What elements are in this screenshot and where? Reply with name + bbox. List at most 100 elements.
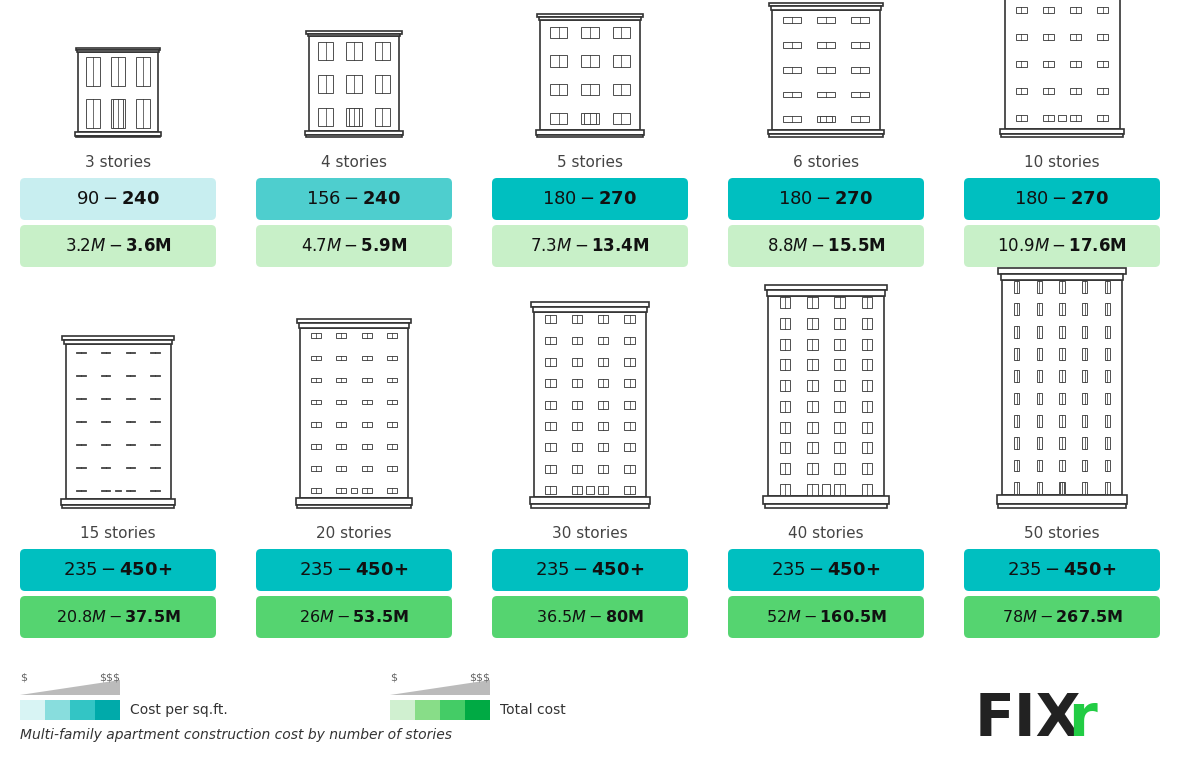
Text: 5 stories: 5 stories (557, 155, 623, 170)
Bar (78, 53, 158, 133)
Bar (806, 401, 817, 412)
Text: 6 stories: 6 stories (793, 155, 859, 170)
Bar (545, 486, 556, 494)
Text: $10.9M - $17.6M: $10.9M - $17.6M (997, 237, 1127, 255)
Bar (817, 116, 835, 123)
Bar (1014, 393, 1019, 404)
Bar (598, 358, 608, 365)
Bar (305, 131, 403, 135)
Bar (834, 297, 845, 308)
Bar (817, 42, 835, 47)
FancyBboxPatch shape (492, 225, 688, 267)
FancyBboxPatch shape (728, 178, 924, 220)
Bar (624, 465, 635, 473)
Bar (1082, 459, 1087, 472)
Bar (1105, 482, 1110, 494)
Bar (1037, 459, 1042, 472)
FancyBboxPatch shape (964, 178, 1160, 220)
Bar (336, 400, 347, 404)
Bar (308, 33, 400, 36)
Bar (571, 337, 582, 345)
Bar (1105, 459, 1110, 472)
Text: $26M - $53.5M: $26M - $53.5M (299, 609, 409, 625)
Bar (550, 113, 568, 123)
Bar (571, 315, 582, 323)
Bar (361, 334, 372, 338)
Bar (336, 444, 347, 449)
Bar (780, 401, 791, 412)
FancyBboxPatch shape (964, 596, 1160, 638)
Bar (550, 27, 568, 38)
Bar (1082, 281, 1087, 293)
Bar (851, 116, 869, 123)
Bar (1014, 281, 1019, 293)
Bar (780, 318, 791, 329)
Bar (1105, 281, 1110, 293)
Bar (624, 422, 635, 430)
Bar (1001, 273, 1123, 280)
Bar (126, 421, 136, 422)
Bar (388, 466, 397, 471)
Bar (768, 130, 884, 134)
Bar (806, 442, 817, 453)
Bar (101, 444, 110, 445)
Bar (539, 17, 641, 20)
FancyBboxPatch shape (20, 549, 216, 591)
Bar (624, 358, 635, 365)
Text: $4.7M - $5.9M: $4.7M - $5.9M (301, 237, 407, 255)
Bar (545, 443, 556, 451)
Bar (529, 497, 650, 504)
Bar (310, 36, 398, 131)
Bar (834, 401, 845, 412)
Bar (336, 378, 347, 383)
Bar (1070, 88, 1081, 94)
Bar (1016, 7, 1026, 13)
Bar (1070, 61, 1081, 67)
Bar (1037, 393, 1042, 404)
Bar (862, 463, 872, 474)
Bar (76, 444, 85, 445)
Bar (1105, 370, 1110, 382)
Bar (545, 315, 556, 323)
Bar (46, 700, 70, 720)
Text: $20.8M - $37.5M: $20.8M - $37.5M (55, 609, 180, 625)
Bar (764, 504, 888, 508)
Bar (862, 318, 872, 329)
Bar (780, 297, 791, 308)
Bar (613, 84, 630, 95)
Bar (1043, 88, 1054, 94)
Bar (571, 400, 582, 408)
Text: $: $ (390, 672, 397, 682)
Bar (545, 358, 556, 365)
Bar (571, 465, 582, 473)
Bar (1014, 370, 1019, 382)
Bar (374, 42, 390, 60)
Bar (318, 75, 334, 93)
Bar (150, 421, 160, 422)
Bar (126, 467, 136, 469)
Bar (1037, 303, 1042, 315)
Bar (613, 27, 630, 38)
Bar (817, 67, 835, 73)
Bar (101, 398, 110, 400)
Bar (769, 3, 883, 6)
Bar (150, 375, 160, 376)
Bar (126, 398, 136, 400)
FancyBboxPatch shape (256, 549, 452, 591)
Bar (550, 84, 568, 95)
Text: Total cost: Total cost (500, 703, 565, 717)
Bar (1016, 33, 1026, 40)
Bar (1105, 415, 1110, 427)
Bar (20, 700, 46, 720)
Bar (862, 380, 872, 391)
Bar (998, 504, 1126, 508)
Bar (150, 467, 160, 469)
Bar (336, 488, 347, 493)
FancyBboxPatch shape (492, 549, 688, 591)
Bar (1105, 303, 1110, 315)
Text: $235 - $450+: $235 - $450+ (64, 561, 173, 579)
Text: r: r (1068, 691, 1097, 749)
Bar (388, 488, 397, 493)
Bar (817, 17, 835, 23)
Bar (822, 484, 829, 495)
